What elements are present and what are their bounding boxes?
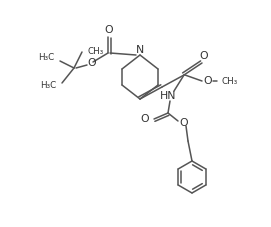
Text: O: O xyxy=(180,118,188,128)
Text: HN: HN xyxy=(160,91,176,101)
Text: O: O xyxy=(88,58,96,68)
Text: O: O xyxy=(140,114,149,124)
Text: H₃C: H₃C xyxy=(40,81,56,91)
Text: H₃C: H₃C xyxy=(38,54,54,62)
Text: O: O xyxy=(204,76,212,86)
Text: O: O xyxy=(105,25,113,35)
Text: CH₃: CH₃ xyxy=(222,77,238,86)
Text: O: O xyxy=(200,51,208,61)
Text: N: N xyxy=(136,45,144,55)
Text: CH₃: CH₃ xyxy=(88,47,104,55)
